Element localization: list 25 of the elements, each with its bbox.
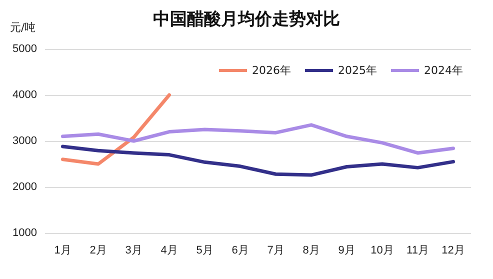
y-tick-label: 3000 — [12, 135, 37, 147]
legend-label: 2024年 — [424, 64, 464, 77]
legend-label: 2025年 — [338, 64, 378, 77]
line-series — [61, 144, 455, 177]
y-tick-label: 2000 — [12, 181, 37, 193]
y-tick-label: 1000 — [12, 227, 37, 239]
x-tick-label: 7月 — [267, 244, 284, 256]
x-tick-label: 5月 — [196, 244, 214, 256]
y-axis-title: 元/吨 — [10, 21, 36, 34]
line-series — [61, 123, 455, 155]
x-tick-label: 8月 — [302, 244, 320, 256]
x-tick-label: 11月 — [406, 244, 429, 256]
x-tick-label: 9月 — [338, 244, 356, 256]
line-series — [61, 93, 171, 166]
chart-title: 中国醋酸月均价走势对比 — [153, 10, 340, 30]
y-tick-label: 5000 — [12, 43, 37, 55]
x-tick-label: 2月 — [90, 244, 107, 256]
x-tick-label: 12月 — [442, 244, 465, 256]
legend-label: 2026年 — [252, 64, 292, 77]
x-tick-label: 3月 — [125, 244, 142, 256]
x-tick-label: 10月 — [370, 244, 394, 256]
x-tick-label: 6月 — [232, 244, 249, 256]
x-tick-label: 1月 — [54, 244, 72, 256]
y-tick-label: 4000 — [12, 89, 37, 101]
x-tick-label: 4月 — [160, 244, 178, 256]
